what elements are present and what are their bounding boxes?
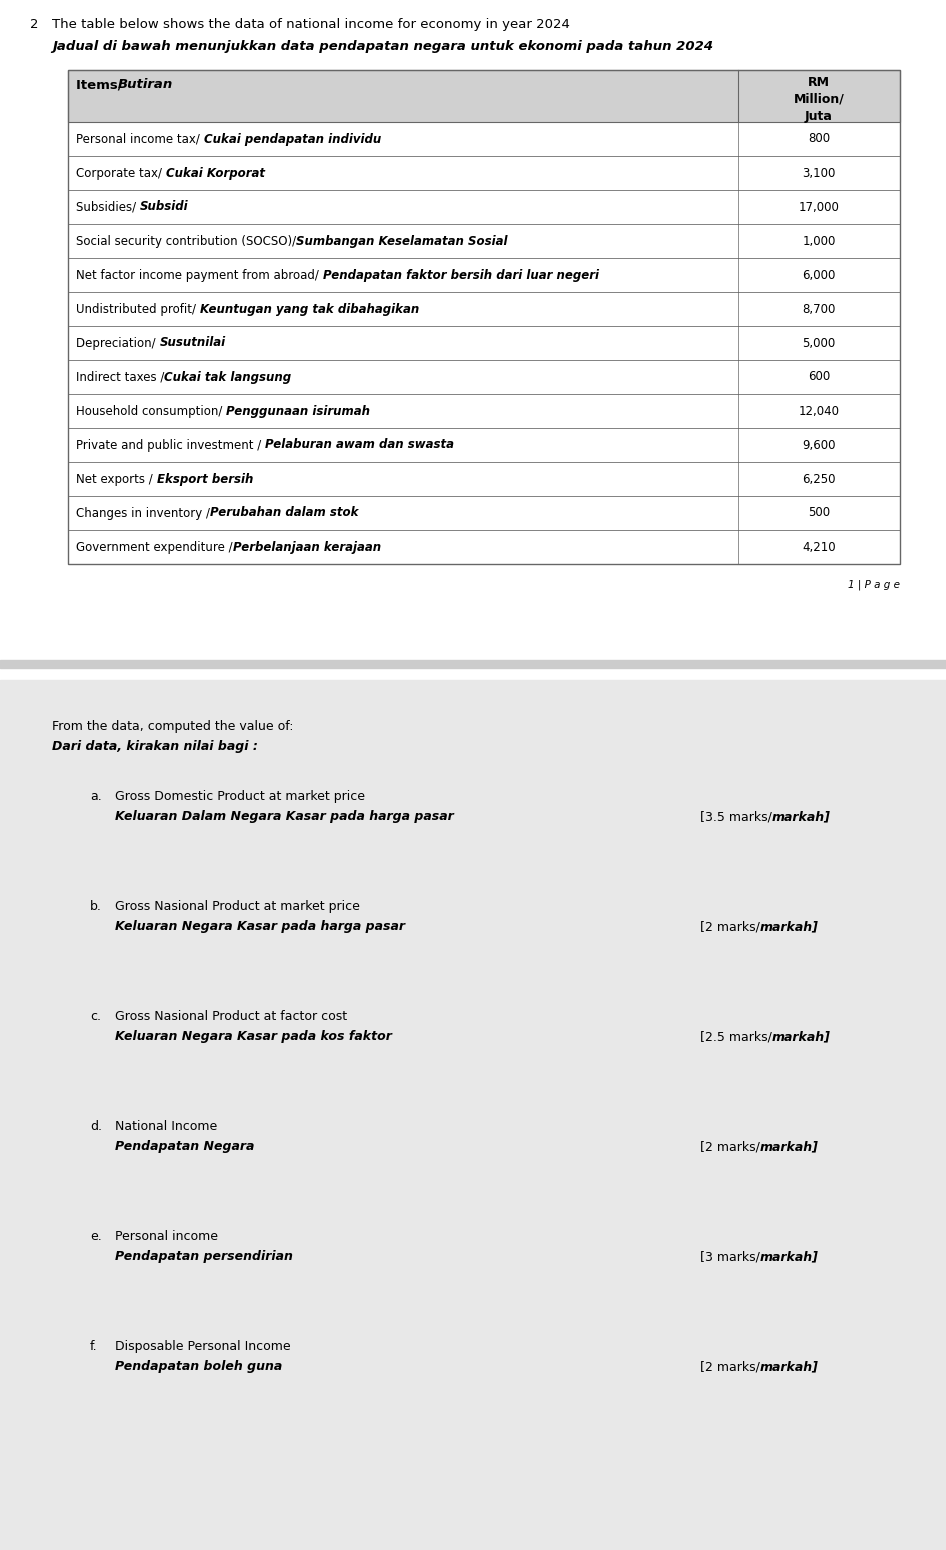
Text: Subsidi: Subsidi [140,200,188,214]
Text: 12,040: 12,040 [798,405,839,417]
Text: 6,000: 6,000 [802,268,835,282]
Text: 600: 600 [808,370,831,383]
Text: [2.5 marks/: [2.5 marks/ [700,1031,772,1043]
Text: [2 marks/: [2 marks/ [700,1359,760,1373]
Text: Pelaburan awam dan swasta: Pelaburan awam dan swasta [265,439,454,451]
Text: Perubahan dalam stok: Perubahan dalam stok [210,507,359,519]
Text: d.: d. [90,1121,102,1133]
Text: Items/: Items/ [76,78,128,91]
Text: Net exports /: Net exports / [76,473,156,485]
Text: Pendapatan persendirian: Pendapatan persendirian [115,1249,293,1263]
Bar [68,257,900,291]
Text: 500: 500 [808,507,830,519]
Text: Cukai Korporat: Cukai Korporat [166,166,265,180]
Bar [68,462,900,496]
Text: markah]: markah] [760,921,818,933]
Bar [68,496,900,530]
Bar [68,70,900,564]
Text: Personal income tax/: Personal income tax/ [76,132,203,146]
Text: 3,100: 3,100 [802,166,835,180]
Text: National Income: National Income [115,1121,218,1133]
Text: markah]: markah] [760,1249,818,1263]
Text: Keluaran Negara Kasar pada kos faktor: Keluaran Negara Kasar pada kos faktor [115,1031,392,1043]
Text: Penggunaan isirumah: Penggunaan isirumah [226,405,370,417]
Text: Personal income: Personal income [115,1231,218,1243]
Text: Keuntugan yang tak dibahagikan: Keuntugan yang tak dibahagikan [200,302,419,316]
Text: Cukai pendapatan individu: Cukai pendapatan individu [203,132,381,146]
Text: Dari data, kirakan nilai bagi :: Dari data, kirakan nilai bagi : [52,739,258,753]
Text: Disposable Personal Income: Disposable Personal Income [115,1341,290,1353]
Text: Net factor income payment from abroad/: Net factor income payment from abroad/ [76,268,323,282]
Bar [68,122,900,157]
Text: Cukai tak langsung: Cukai tak langsung [165,370,291,383]
Bar [68,360,900,394]
Text: 6,250: 6,250 [802,473,835,485]
Text: Pendapatan boleh guna: Pendapatan boleh guna [115,1359,282,1373]
Bar [68,157,900,191]
Bar [0,0,946,680]
Text: Undistributed profit/: Undistributed profit/ [76,302,200,316]
Text: [3.5 marks/: [3.5 marks/ [700,811,772,823]
Text: Jadual di bawah menunjukkan data pendapatan negara untuk ekonomi pada tahun 2024: Jadual di bawah menunjukkan data pendapa… [52,40,713,53]
Text: [3 marks/: [3 marks/ [700,1249,760,1263]
Text: markah]: markah] [760,1359,818,1373]
Text: a.: a. [90,790,102,803]
Text: Government expenditure /: Government expenditure / [76,541,233,553]
Text: Eksport bersih: Eksport bersih [156,473,253,485]
Text: Private and public investment /: Private and public investment / [76,439,265,451]
Text: markah]: markah] [772,1031,831,1043]
Text: The table below shows the data of national income for economy in year 2024: The table below shows the data of nation… [52,19,569,31]
Bar [68,291,900,325]
Text: c.: c. [90,1011,101,1023]
Bar [68,394,900,428]
Text: 17,000: 17,000 [798,200,839,214]
Text: Gross Domestic Product at market price: Gross Domestic Product at market price [115,790,365,803]
Text: Gross Nasional Product at market price: Gross Nasional Product at market price [115,901,359,913]
Bar [68,428,900,462]
Text: [2 marks/: [2 marks/ [700,1139,760,1153]
Text: Pendapatan faktor bersih dari luar negeri: Pendapatan faktor bersih dari luar neger… [323,268,599,282]
Text: Corporate tax/: Corporate tax/ [76,166,166,180]
Text: markah]: markah] [760,1139,818,1153]
Text: e.: e. [90,1231,102,1243]
Text: 9,600: 9,600 [802,439,835,451]
Text: 4,210: 4,210 [802,541,836,553]
Bar [68,70,900,122]
Text: 2: 2 [30,19,39,31]
Text: Keluaran Dalam Negara Kasar pada harga pasar: Keluaran Dalam Negara Kasar pada harga p… [115,811,454,823]
Text: 1,000: 1,000 [802,234,835,248]
Text: Pendapatan Negara: Pendapatan Negara [115,1139,254,1153]
Text: markah]: markah] [772,811,831,823]
Bar [68,326,900,360]
Text: Sumbangan Keselamatan Sosial: Sumbangan Keselamatan Sosial [296,234,508,248]
Bar [68,191,900,225]
Text: f.: f. [90,1341,97,1353]
Text: 8,700: 8,700 [802,302,835,316]
Text: [2 marks/: [2 marks/ [700,921,760,933]
Text: From the data, computed the value of:: From the data, computed the value of: [52,721,293,733]
Text: RM
Million/
Juta: RM Million/ Juta [794,76,845,122]
Text: Butiran: Butiran [118,78,173,91]
Text: Keluaran Negara Kasar pada harga pasar: Keluaran Negara Kasar pada harga pasar [115,921,405,933]
Bar [0,660,946,668]
Bar [68,225,900,257]
Text: 5,000: 5,000 [802,336,835,349]
Text: 1 | P a g e: 1 | P a g e [848,580,900,591]
Text: Perbelanjaan kerajaan: Perbelanjaan kerajaan [233,541,380,553]
Text: Indirect taxes /: Indirect taxes / [76,370,165,383]
Bar [0,680,946,1550]
Text: Social security contribution (SOCSO)/: Social security contribution (SOCSO)/ [76,234,296,248]
Text: Susutnilai: Susutnilai [159,336,225,349]
Text: b.: b. [90,901,102,913]
Text: 800: 800 [808,132,830,146]
Bar [68,530,900,564]
Text: Depreciation/: Depreciation/ [76,336,159,349]
Text: Subsidies/: Subsidies/ [76,200,140,214]
Text: Gross Nasional Product at factor cost: Gross Nasional Product at factor cost [115,1011,347,1023]
Text: Changes in inventory /: Changes in inventory / [76,507,210,519]
Text: Household consumption/: Household consumption/ [76,405,226,417]
